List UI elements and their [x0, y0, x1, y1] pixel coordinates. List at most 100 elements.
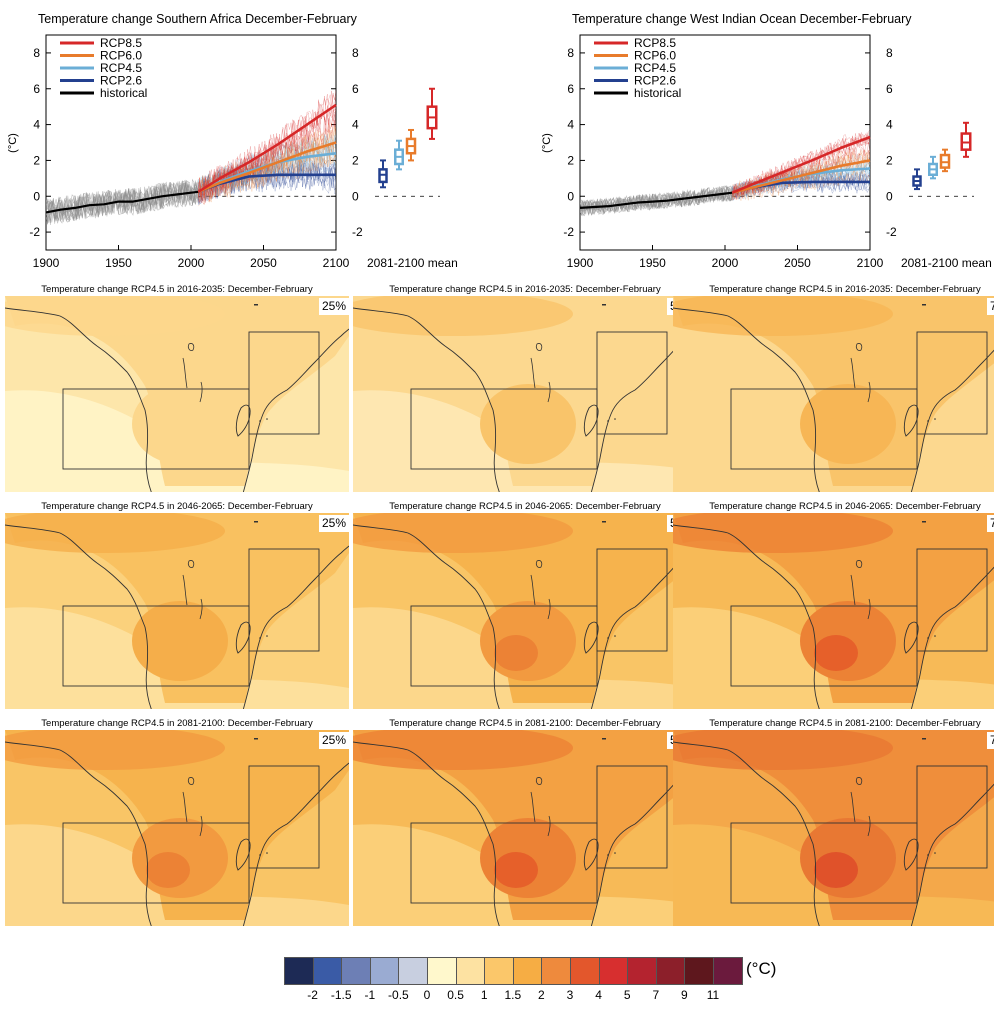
colorbar-tick-label: -2	[307, 988, 318, 1002]
timeseries-figure: Temperature change Southern Africa Decem…	[7, 12, 992, 270]
boxplot-label: 2081-2100 mean	[901, 256, 992, 270]
percentile-label: 25%	[318, 732, 349, 749]
map-panel: Temperature change RCP4.5 in 2016-2035: …	[353, 282, 697, 492]
series-line-historical	[579, 191, 733, 209]
colorbar-tick-label: 1.5	[504, 988, 522, 1002]
colorbar-tick-label: 7	[652, 988, 660, 1002]
map-title: Temperature change RCP4.5 in 2081-2100: …	[389, 718, 661, 729]
percentile-label: 25%	[318, 515, 349, 532]
map-panel: Temperature change RCP4.5 in 2081-2100: …	[673, 716, 994, 926]
map-title: Temperature change RCP4.5 in 2081-2100: …	[41, 718, 313, 729]
colorbar-tick-label: 0	[423, 988, 431, 1002]
colorbar-tick-label: 3	[566, 988, 574, 1002]
map-panel: Temperature change RCP4.5 in 2016-2035: …	[673, 282, 994, 492]
boxplot-rcp85	[960, 121, 972, 158]
x-tick-label: 1900	[567, 256, 594, 270]
map-title: Temperature change RCP4.5 in 2016-2035: …	[41, 284, 313, 295]
percentile-label: 75%	[986, 298, 994, 315]
colorbar-tick-label: 0.5	[447, 988, 464, 1002]
colorbar-tick-label: -0.5	[388, 988, 409, 1002]
y-tick-label-right: 8	[886, 46, 893, 60]
y-tick-label: 2	[567, 153, 574, 167]
series-line-rcp60	[197, 141, 337, 194]
series-line-historical	[45, 190, 199, 214]
legend-label: RCP8.5	[634, 36, 676, 50]
y-tick-label-right: 0	[352, 189, 359, 203]
map-field	[353, 513, 697, 709]
boxplot-rcp26	[912, 168, 922, 191]
y-tick-label-right: 0	[886, 189, 893, 203]
map-title: Temperature change RCP4.5 in 2016-2035: …	[709, 284, 981, 295]
y-tick-label-right: -2	[352, 225, 363, 239]
y-tick-label-right: 2	[886, 153, 893, 167]
colorbar-tick-label: 2	[538, 988, 545, 1002]
map-field	[353, 296, 697, 492]
colorbar: -2 -1.5 -1 -0.5 0 0.5 1 1.5 2 3 4 5 7 9 11 (°C)	[280, 955, 790, 1005]
colorbar-unit: (°C)	[746, 959, 777, 978]
map-field	[5, 730, 349, 926]
colorbar-swatch	[427, 957, 457, 985]
map-panel: Temperature change RCP4.5 in 2081-2100: …	[5, 716, 349, 926]
y-tick-label: 0	[33, 189, 40, 203]
map-field	[353, 730, 697, 926]
y-tick-label-right: 4	[352, 118, 359, 132]
colorbar-tick-label: 5	[623, 988, 631, 1002]
panel-title: Temperature change Southern Africa Decem…	[38, 12, 358, 26]
map-panel: Temperature change RCP4.5 in 2046-2065: …	[5, 499, 349, 709]
y-axis-label: (°C)	[541, 133, 553, 153]
colorbar-tick-label: -1	[364, 988, 376, 1002]
colorbar-tick-label: -1.5	[330, 988, 352, 1002]
x-tick-label: 2100	[857, 256, 884, 270]
legend-label: RCP2.6	[634, 74, 676, 88]
colorbar-swatch	[541, 957, 571, 985]
boxplot-rcp85	[426, 87, 438, 140]
colorbar-tick-label: 1	[480, 988, 488, 1002]
y-tick-label-right: 6	[886, 82, 893, 96]
legend-label: RCP6.0	[634, 49, 676, 63]
map-title: Temperature change RCP4.5 in 2016-2035: …	[389, 284, 661, 295]
map-field	[5, 513, 349, 709]
colorbar-swatch	[684, 957, 714, 985]
y-tick-label: 0	[567, 189, 574, 203]
x-tick-label: 2100	[323, 256, 350, 270]
y-tick-label: 4	[33, 118, 40, 132]
series-line-rcp85	[197, 103, 337, 193]
colorbar-swatch	[512, 957, 543, 985]
y-tick-label: -2	[29, 225, 40, 239]
colorbar-swatch	[312, 957, 343, 985]
y-tick-label: 2	[33, 153, 40, 167]
colorbar-tick-label: 4	[595, 988, 602, 1002]
legend-label: RCP4.5	[100, 61, 142, 75]
x-tick-label: 2050	[784, 256, 811, 270]
percentile-label: 75%	[986, 732, 994, 749]
colorbar-tick-label: 11	[706, 988, 720, 1002]
y-tick-label: -2	[563, 225, 574, 239]
y-tick-label: 8	[567, 46, 574, 60]
colorbar-swatch	[570, 957, 600, 985]
map-field	[673, 296, 994, 492]
colorbar-swatch	[484, 957, 514, 985]
series-line-rcp60	[731, 159, 871, 194]
legend-label: historical	[100, 86, 147, 100]
x-tick-label: 2000	[712, 256, 739, 270]
legend-label: RCP6.0	[100, 49, 142, 63]
y-tick-label: 6	[33, 82, 40, 96]
colorbar-swatch	[369, 957, 400, 985]
x-tick-label: 1950	[639, 256, 666, 270]
map-panel: Temperature change RCP4.5 in 2046-2065: …	[673, 499, 994, 709]
boxplot-rcp60	[939, 148, 951, 173]
map-field	[673, 730, 994, 926]
colorbar-swatch	[341, 957, 371, 985]
boxplot-rcp45	[394, 139, 404, 171]
y-tick-label: 8	[33, 46, 40, 60]
map-panel: Temperature change RCP4.5 in 2016-2035: …	[5, 282, 349, 492]
map-title: Temperature change RCP4.5 in 2046-2065: …	[41, 501, 313, 512]
map-title: Temperature change RCP4.5 in 2081-2100: …	[709, 718, 981, 729]
y-tick-label: 6	[567, 82, 574, 96]
colorbar-swatch	[398, 957, 428, 985]
boxplot-label: 2081-2100 mean	[367, 256, 458, 270]
x-tick-label: 2050	[250, 256, 277, 270]
y-tick-label-right: 8	[352, 46, 359, 60]
colorbar-swatch	[713, 957, 743, 985]
map-panel: Temperature change RCP4.5 in 2081-2100: …	[353, 716, 697, 926]
